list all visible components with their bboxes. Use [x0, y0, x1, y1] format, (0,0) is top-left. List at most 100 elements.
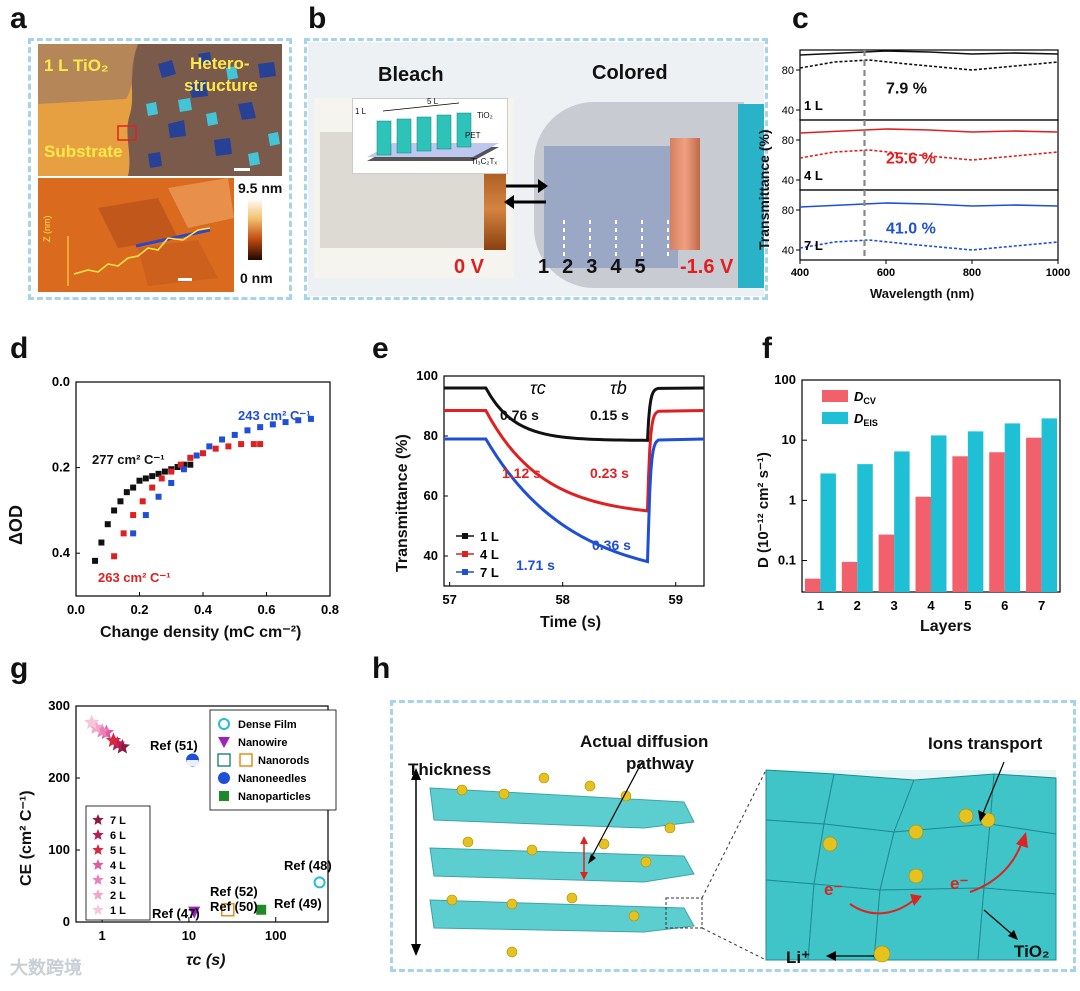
- panel-h-frame: [390, 700, 1076, 972]
- panel-label-e: e: [372, 332, 389, 365]
- g-layer-legend-marker: [92, 814, 104, 825]
- f-legend-swatch: [822, 390, 848, 402]
- colored-film: [544, 146, 678, 268]
- g-star-point: [84, 714, 100, 730]
- panel-label-g: g: [10, 652, 29, 685]
- li-label: Li⁺: [786, 948, 811, 967]
- e-ytick-label: 60: [424, 488, 438, 503]
- e-ylabel: Transmittance (%): [394, 434, 411, 572]
- g-layer-legend-marker: [92, 859, 104, 870]
- e-xtick-label: 58: [555, 592, 569, 607]
- g-xtick-label: 100: [265, 928, 287, 943]
- d-point: [117, 498, 124, 505]
- e-legend-label: 1 L: [480, 529, 499, 544]
- c-layer-label: 7 L: [804, 238, 823, 253]
- electron-label-2: e⁻: [950, 874, 969, 893]
- d-point: [130, 484, 137, 491]
- g-star-point: [105, 732, 122, 748]
- d-point: [168, 468, 175, 475]
- g-layer-legend-label: 5 L: [110, 845, 126, 857]
- d-point: [155, 493, 162, 500]
- g-ref-label: Ref (51): [150, 738, 198, 753]
- c-value-label: 41.0 %: [886, 220, 936, 237]
- c-ylabel: Transmittance (%): [756, 129, 772, 250]
- g-star-point: [114, 739, 130, 754]
- d-ytick-label: 0.2: [52, 460, 70, 475]
- g-layer-legend-label: 6 L: [110, 830, 126, 842]
- g-layer-legend-label: 1 L: [110, 905, 126, 917]
- c-bleached-line: [799, 202, 1059, 208]
- e-legend-label: 7 L: [480, 565, 499, 580]
- e-annotation: 0.36 s: [592, 537, 631, 553]
- g-legend-marker: [239, 753, 253, 767]
- c-colored-line: [799, 239, 1059, 251]
- d-point: [180, 466, 187, 473]
- panel-label-c: c: [792, 2, 809, 35]
- e-annotation: 0.23 s: [590, 465, 629, 481]
- d-annotation: 263 cm² C⁻¹: [98, 570, 171, 585]
- c-xtick-label: 800: [963, 267, 981, 279]
- g-layer-legend-marker: [92, 874, 104, 885]
- f-ytick-label: 100: [774, 372, 796, 387]
- f-bar: [1004, 423, 1021, 592]
- f-bar: [989, 452, 1005, 592]
- d-point: [295, 417, 302, 424]
- g-frame: [75, 705, 329, 923]
- watermark: 大数跨境: [10, 958, 82, 978]
- c-bleached-line: [799, 128, 1059, 134]
- d-point: [98, 539, 105, 546]
- g-ref-point: [220, 903, 235, 917]
- label-substrate: Substrate: [44, 142, 123, 161]
- g-ytick-label: 0: [63, 914, 70, 929]
- d-annotation: 243 cm² C⁻¹: [238, 408, 311, 423]
- panel-label-a: a: [10, 2, 27, 35]
- colorbar-min: 0 nm: [240, 270, 273, 286]
- g-layer-legend-marker: [92, 904, 104, 915]
- d-xtick-label: 0.6: [257, 602, 275, 617]
- e-series-line: [444, 409, 705, 513]
- diffusion-label-1: Actual diffusion: [580, 732, 709, 751]
- f-ytick-label: 1: [789, 492, 796, 507]
- colored-label: Colored: [592, 62, 668, 84]
- e-ytick-label: 100: [416, 368, 438, 383]
- g-ref-point: [313, 876, 326, 889]
- d-point: [130, 530, 137, 537]
- e-frame: [443, 375, 705, 587]
- f-bar: [820, 473, 836, 592]
- f-bar: [1041, 418, 1058, 592]
- layer-schematic-inset: 5 L 1 L TiO₂ PET Ti₃C₂Tₓ: [352, 97, 508, 174]
- e-xtick-label: 57: [442, 592, 456, 607]
- tio2-label: TiO₂: [1014, 942, 1050, 961]
- g-ylabel: CE (cm² C⁻¹): [18, 790, 35, 886]
- g-ref-label: Ref (48): [284, 858, 332, 873]
- d-point: [149, 473, 156, 480]
- f-bar: [894, 451, 910, 592]
- d-ytick-label: 0.0: [52, 374, 70, 389]
- bleach-label: Bleach: [378, 64, 444, 86]
- g-layer-legend-label: 4 L: [110, 860, 126, 872]
- c-xtick-label: 400: [791, 267, 809, 279]
- thickness-label: Thickness: [408, 760, 492, 779]
- z-axis-label: Z (nm): [42, 215, 52, 243]
- d-point: [244, 427, 251, 434]
- d-point: [158, 475, 165, 482]
- c-ytick-label: 40: [782, 245, 794, 257]
- f-legend-swatch: [822, 412, 848, 424]
- f-ytick-label: 10: [782, 432, 796, 447]
- afm-large-image: 1 L TiO₂ Hetero- structure Substrate: [38, 44, 282, 176]
- d-point: [142, 475, 149, 482]
- c-value-label: 7.9 %: [886, 80, 927, 97]
- panel-label-d: d: [10, 332, 29, 365]
- g-layer-legend-label: 2 L: [110, 890, 126, 902]
- d-annotation: 277 cm² C⁻¹: [92, 452, 165, 467]
- c-xlabel: Wavelength (nm): [870, 286, 975, 301]
- e-legend-marker: [462, 551, 468, 557]
- g-legend-marker: [218, 718, 230, 730]
- f-xtick-label: 4: [927, 598, 935, 613]
- f-xtick-label: 7: [1038, 598, 1045, 613]
- d-ylabel: ΔOD: [6, 505, 26, 545]
- e-xlabel: Time (s): [540, 614, 602, 631]
- g-star-point: [109, 736, 126, 751]
- f-xlabel: Layers: [920, 618, 972, 635]
- d-point: [92, 557, 99, 564]
